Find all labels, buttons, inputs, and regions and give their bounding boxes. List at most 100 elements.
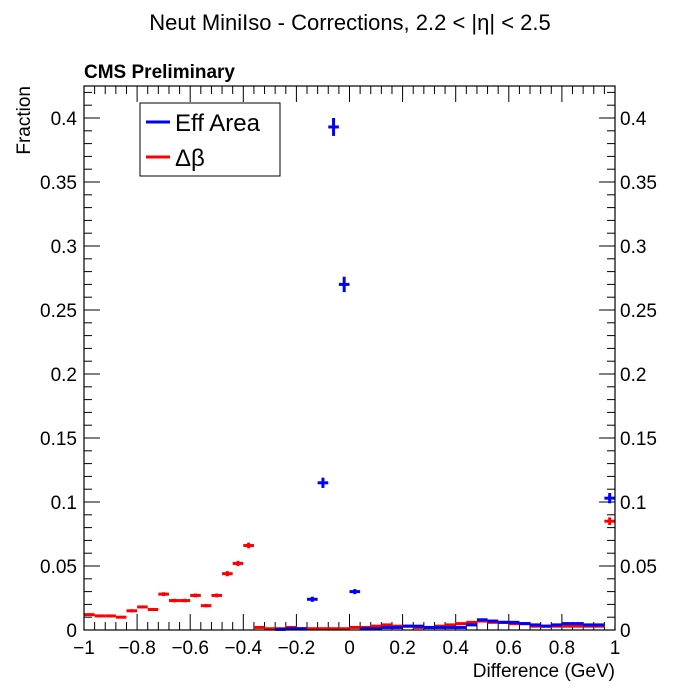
data-point bbox=[126, 609, 138, 613]
legend-label-eff-area: Eff Area bbox=[175, 110, 261, 137]
x-tick-label: −0.2 bbox=[278, 638, 316, 659]
data-point bbox=[530, 623, 541, 627]
y-tick-label-right: 0.25 bbox=[620, 301, 657, 322]
y-tick-label-left: 0.05 bbox=[40, 557, 77, 578]
x-tick-label: 0.2 bbox=[389, 638, 415, 659]
data-point bbox=[572, 622, 584, 626]
data-point bbox=[147, 607, 159, 612]
data-point bbox=[137, 605, 148, 609]
y-tick-label-left: 0.3 bbox=[51, 237, 77, 258]
data-point bbox=[455, 622, 467, 626]
x-tick-label: 0.4 bbox=[442, 638, 469, 659]
chart-subtitle: CMS Preliminary bbox=[84, 62, 235, 83]
y-tick-label-right: 0.3 bbox=[620, 237, 646, 258]
data-point bbox=[466, 623, 477, 627]
data-point bbox=[115, 615, 127, 619]
legend: Eff Area Δβ bbox=[139, 102, 281, 177]
data-point bbox=[498, 620, 509, 624]
data-point bbox=[328, 627, 339, 631]
data-point bbox=[232, 560, 244, 566]
y-tick-label-left: 0.35 bbox=[40, 173, 77, 194]
data-point bbox=[307, 627, 318, 631]
data-point bbox=[370, 627, 382, 631]
y-tick-label-left: 0 bbox=[66, 621, 77, 642]
data-point bbox=[413, 624, 424, 628]
data-point bbox=[370, 624, 382, 628]
x-tick-label: 0.8 bbox=[549, 638, 575, 659]
y-tick-label-left: 0.4 bbox=[51, 109, 78, 130]
x-tick-label: −0.4 bbox=[225, 638, 263, 659]
y-tick-label-right: 0.15 bbox=[620, 429, 657, 450]
data-point bbox=[455, 625, 467, 629]
data-point bbox=[243, 542, 254, 549]
y-tick-label-right: 0.2 bbox=[620, 365, 646, 386]
data-point bbox=[307, 596, 318, 602]
data-point bbox=[551, 623, 562, 627]
y-tick-label-right: 0.4 bbox=[620, 109, 647, 130]
data-point bbox=[519, 622, 531, 626]
data-point bbox=[253, 625, 265, 629]
y-axis-label: Fraction bbox=[14, 86, 35, 155]
data-point bbox=[190, 593, 201, 598]
data-point bbox=[572, 624, 584, 628]
data-point bbox=[211, 593, 223, 598]
data-point bbox=[423, 625, 435, 629]
data-point bbox=[604, 493, 615, 504]
legend-label-delta-beta: Δβ bbox=[175, 145, 205, 172]
data-point bbox=[381, 623, 392, 627]
data-point bbox=[583, 623, 594, 627]
y-tick-labels-left: 0 0.05 0.1 0.15 0.2 0.25 0.3 0.35 0.4 bbox=[40, 109, 77, 642]
data-point bbox=[200, 604, 212, 608]
y-tick-label-right: 0 bbox=[620, 621, 631, 642]
data-point bbox=[296, 627, 308, 631]
data-point bbox=[561, 624, 573, 628]
data-point bbox=[434, 625, 446, 629]
data-point bbox=[317, 627, 329, 631]
data-point bbox=[349, 589, 361, 595]
chart-title: Neut MiniIso - Corrections, 2.2 < |η| < … bbox=[149, 10, 551, 35]
data-point bbox=[317, 477, 329, 488]
x-tick-label: −1 bbox=[73, 638, 95, 659]
data-point bbox=[168, 598, 180, 603]
data-point bbox=[179, 598, 191, 603]
data-point bbox=[158, 592, 169, 597]
legend-box bbox=[139, 102, 281, 177]
y-tick-label-left: 0.15 bbox=[40, 429, 77, 450]
x-tick-label: 0 bbox=[344, 638, 355, 659]
data-points bbox=[84, 118, 615, 631]
data-point bbox=[487, 619, 499, 623]
data-point bbox=[402, 624, 414, 628]
y-tick-label-left: 0.2 bbox=[51, 365, 77, 386]
data-point bbox=[222, 571, 233, 577]
y-tick-label-right: 0.1 bbox=[620, 493, 646, 514]
data-point bbox=[328, 118, 339, 136]
data-point bbox=[593, 623, 605, 627]
data-point bbox=[445, 625, 456, 629]
x-tick-label: −0.6 bbox=[171, 638, 209, 659]
x-tick-label: 0.6 bbox=[496, 638, 522, 659]
data-point bbox=[84, 613, 95, 617]
data-point bbox=[338, 276, 350, 293]
data-point bbox=[349, 625, 361, 629]
data-point bbox=[561, 622, 573, 626]
data-point bbox=[360, 627, 371, 631]
x-tick-labels: −1 −0.8 −0.6 −0.4 −0.2 0 0.2 0.4 0.6 0.8 1 bbox=[73, 638, 620, 659]
y-tick-labels-right: 0 0.05 0.1 0.15 0.2 0.25 0.3 0.35 0.4 bbox=[620, 109, 657, 642]
data-point bbox=[508, 620, 520, 624]
x-tick-label: 1 bbox=[610, 638, 621, 659]
x-tick-label: −0.8 bbox=[118, 638, 156, 659]
y-tick-label-left: 0.25 bbox=[40, 301, 77, 322]
plot-frame bbox=[83, 85, 616, 631]
series-eff-area bbox=[275, 118, 615, 631]
data-point bbox=[604, 517, 615, 526]
data-point bbox=[381, 625, 392, 629]
data-point bbox=[285, 627, 297, 631]
y-tick-label-right: 0.05 bbox=[620, 557, 657, 578]
data-point bbox=[338, 627, 350, 631]
y-tick-label-left: 0.1 bbox=[51, 493, 77, 514]
y-tick-label-right: 0.35 bbox=[620, 173, 657, 194]
x-axis-label: Difference (GeV) bbox=[473, 661, 615, 682]
data-point bbox=[445, 623, 456, 627]
